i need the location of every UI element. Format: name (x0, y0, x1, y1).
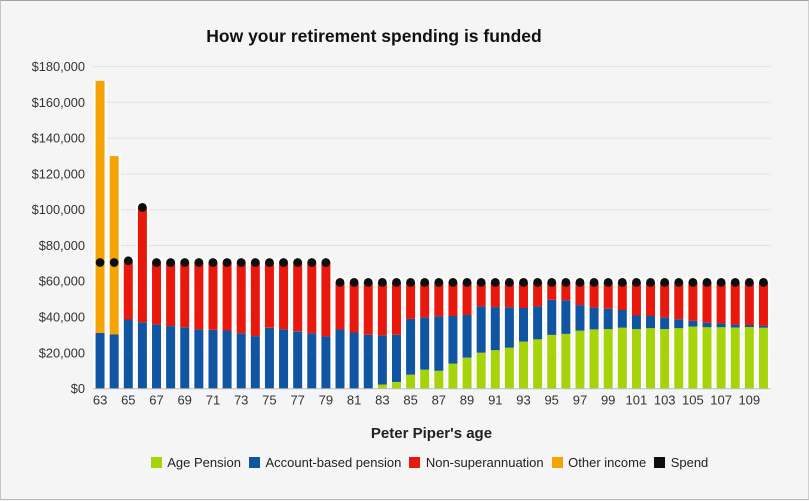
svg-text:109: 109 (738, 392, 760, 407)
svg-text:97: 97 (573, 392, 587, 407)
svg-text:69: 69 (177, 392, 191, 407)
svg-text:$0: $0 (71, 381, 85, 396)
svg-text:89: 89 (460, 392, 474, 407)
svg-text:71: 71 (206, 392, 220, 407)
svg-text:91: 91 (488, 392, 502, 407)
svg-text:87: 87 (432, 392, 446, 407)
svg-text:73: 73 (234, 392, 248, 407)
svg-text:$160,000: $160,000 (32, 95, 85, 110)
svg-text:$100,000: $100,000 (32, 202, 85, 217)
svg-text:107: 107 (710, 392, 732, 407)
svg-text:93: 93 (516, 392, 530, 407)
svg-text:$180,000: $180,000 (32, 59, 85, 74)
svg-text:$60,000: $60,000 (39, 274, 85, 289)
svg-text:$120,000: $120,000 (32, 166, 85, 181)
svg-text:$140,000: $140,000 (32, 131, 85, 146)
svg-text:99: 99 (601, 392, 615, 407)
svg-text:85: 85 (403, 392, 417, 407)
svg-text:$40,000: $40,000 (39, 310, 85, 325)
svg-text:67: 67 (149, 392, 163, 407)
svg-text:101: 101 (626, 392, 648, 407)
svg-text:79: 79 (319, 392, 333, 407)
svg-text:81: 81 (347, 392, 361, 407)
svg-text:77: 77 (290, 392, 304, 407)
svg-text:65: 65 (121, 392, 135, 407)
svg-text:95: 95 (544, 392, 558, 407)
svg-text:$20,000: $20,000 (39, 345, 85, 360)
svg-text:83: 83 (375, 392, 389, 407)
svg-text:$80,000: $80,000 (39, 238, 85, 253)
svg-text:103: 103 (654, 392, 676, 407)
svg-text:63: 63 (93, 392, 107, 407)
svg-text:105: 105 (682, 392, 704, 407)
svg-text:75: 75 (262, 392, 276, 407)
